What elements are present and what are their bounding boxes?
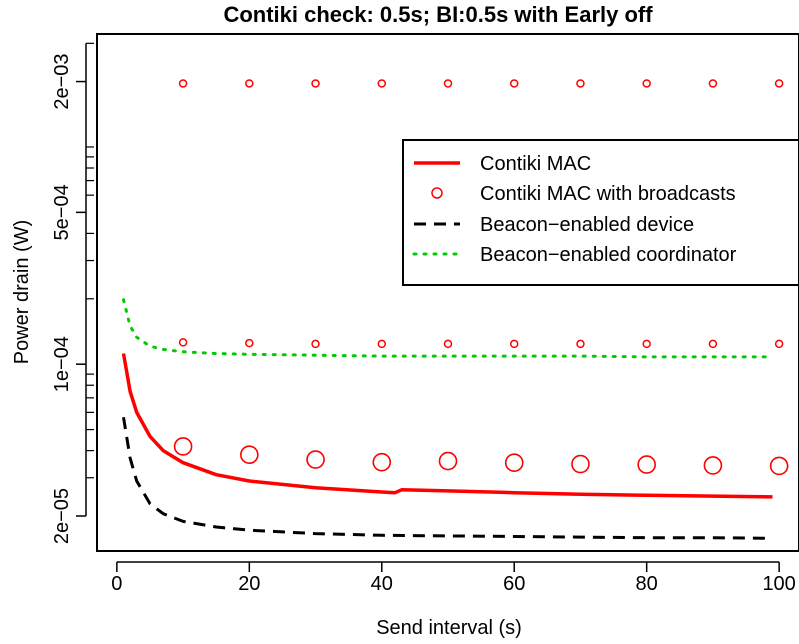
y-axis: 2e−05 1e−04 5e−04 2e−03	[51, 42, 94, 544]
broadcast-point	[637, 455, 656, 474]
broadcast-point	[178, 338, 188, 347]
broadcast-point	[509, 339, 519, 349]
broadcast-point	[377, 79, 387, 88]
broadcast-point	[504, 453, 524, 472]
broadcast-point	[774, 79, 784, 88]
broadcast-point	[178, 79, 188, 88]
plot-frame	[96, 33, 799, 552]
broadcast-point	[443, 339, 453, 349]
broadcast-point	[703, 456, 723, 475]
broadcast-point	[571, 454, 590, 474]
broadcast-point	[774, 339, 784, 349]
x-axis: 0 20 40 60 80 100	[111, 561, 796, 595]
broadcast-point	[576, 79, 585, 88]
legend-label-contiki-mac: Contiki MAC	[480, 153, 591, 175]
x-tick-label: 100	[762, 573, 795, 595]
broadcast-point	[708, 339, 718, 349]
x-tick-label: 60	[503, 573, 525, 595]
broadcast-point	[576, 339, 585, 349]
y-tick-label: 1e−04	[51, 336, 73, 392]
y-tick-label: 2e−03	[51, 53, 73, 109]
chart-title: Contiki check: 0.5s; BI:0.5s with Early …	[223, 2, 653, 27]
broadcast-point	[509, 79, 519, 88]
legend-box	[402, 139, 799, 286]
x-tick-label: 80	[636, 573, 658, 595]
x-tick-label: 0	[111, 573, 122, 595]
broadcast-point	[438, 451, 458, 471]
legend-label-contiki-broadcasts: Contiki MAC with broadcasts	[480, 183, 736, 205]
x-axis-label: Send interval (s)	[376, 617, 522, 639]
broadcast-point	[708, 79, 718, 88]
broadcast-point	[245, 79, 254, 88]
broadcast-point	[372, 452, 392, 472]
legend-label-beacon-coordinator: Beacon−enabled coordinator	[480, 244, 737, 266]
broadcast-point	[642, 79, 651, 88]
legend: Contiki MAC Contiki MAC with broadcasts …	[402, 139, 799, 286]
broadcast-point	[642, 339, 651, 349]
y-tick-label: 2e−05	[51, 488, 73, 544]
legend-label-beacon-device: Beacon−enabled device	[480, 214, 694, 236]
broadcast-point	[306, 450, 325, 469]
broadcast-point	[443, 79, 453, 88]
series-line-contiki-mac	[121, 353, 773, 499]
x-tick-label: 40	[371, 573, 393, 595]
plot-area	[121, 79, 789, 540]
legend-key-contiki-broadcasts	[431, 187, 443, 199]
y-axis-label: Power drain (W)	[11, 220, 33, 364]
broadcast-point	[377, 339, 387, 349]
broadcast-point	[311, 339, 320, 349]
broadcast-point	[240, 445, 259, 465]
broadcast-point	[769, 456, 789, 476]
broadcast-point	[245, 338, 254, 348]
y-tick-label: 5e−04	[51, 184, 73, 240]
x-tick-label: 20	[238, 573, 260, 595]
broadcast-point	[311, 79, 320, 88]
series-line-beacon-coordinator	[122, 298, 774, 359]
series-line-beacon-device	[122, 416, 773, 540]
broadcast-point	[173, 437, 193, 456]
